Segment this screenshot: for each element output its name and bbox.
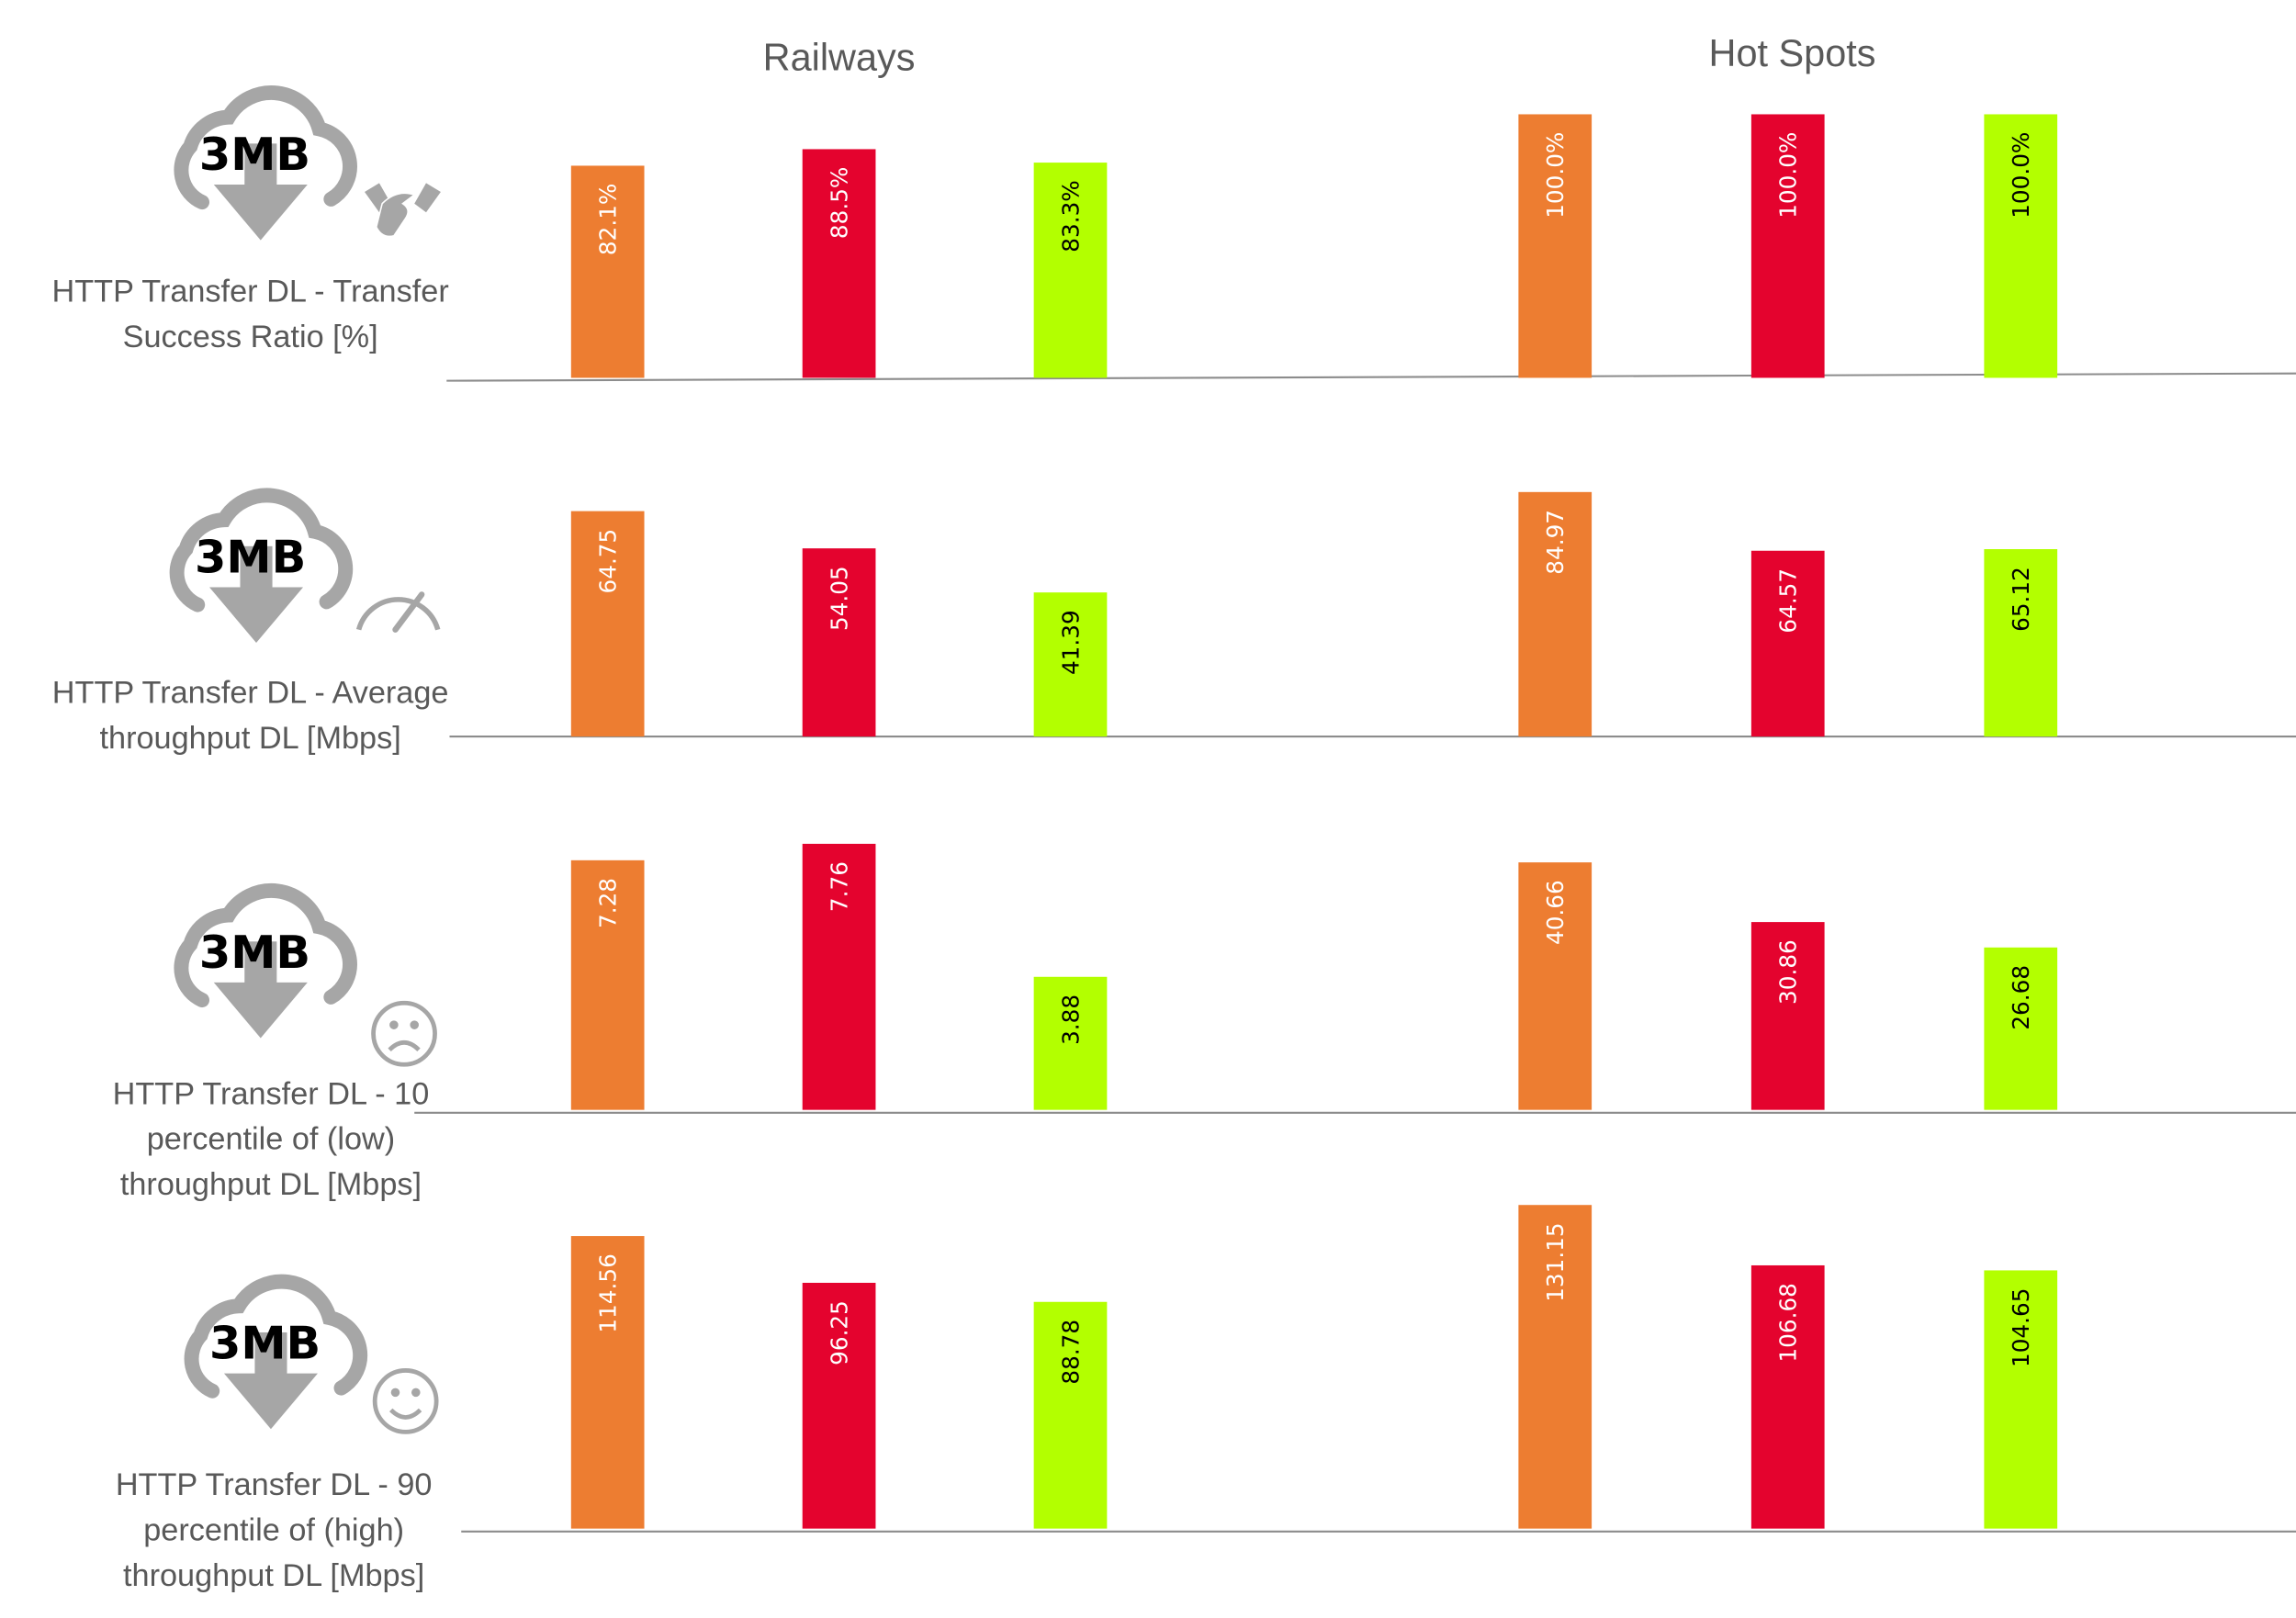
handshake-icon bbox=[365, 183, 441, 238]
bar bbox=[802, 548, 876, 737]
data-label: 88.78 bbox=[1057, 1320, 1084, 1385]
bar bbox=[1518, 114, 1593, 378]
bar bbox=[1750, 922, 1825, 1110]
panel-hot-spots: 131.15 106.68 104.65 bbox=[1518, 1205, 2058, 1529]
bar bbox=[802, 1282, 876, 1529]
bar bbox=[1033, 1301, 1108, 1529]
bar bbox=[1518, 1205, 1593, 1529]
data-label: 41.39 bbox=[1057, 610, 1084, 675]
cloud-download-icon: 3MB bbox=[184, 1274, 368, 1430]
metric-title-line: HTTP Transfer DL - Transfer bbox=[52, 275, 449, 309]
bar bbox=[1033, 163, 1108, 378]
data-label: 88.5% bbox=[826, 167, 852, 239]
file-size-label: 3MB bbox=[209, 1317, 321, 1370]
panel-hot-spots: 84.97 64.57 65.12 bbox=[1518, 491, 2058, 737]
data-label: 54.05 bbox=[826, 566, 852, 631]
smiley-face-icon bbox=[372, 1368, 439, 1434]
metric-title-line: HTTP Transfer DL - 10 bbox=[113, 1076, 430, 1111]
metric-row: 3MB HTTP Transfer DL - 10 percentile of (l… bbox=[113, 843, 2296, 1202]
data-label: 64.75 bbox=[594, 529, 621, 594]
metric-title-line: throughput DL [Mbps] bbox=[100, 721, 401, 756]
bar bbox=[1033, 976, 1108, 1110]
bar bbox=[1750, 1264, 1825, 1529]
data-label: 65.12 bbox=[2008, 567, 2034, 632]
cloud-download-icon: 3MB bbox=[174, 85, 357, 241]
metric-title-line: HTTP Transfer DL - 90 bbox=[116, 1467, 433, 1502]
group-header-railways: Railways bbox=[763, 36, 916, 79]
panel-hot-spots: 100.0% 100.0% 100.0% bbox=[1518, 114, 2058, 378]
file-size-label: 3MB bbox=[195, 531, 306, 584]
bar bbox=[1984, 1270, 2058, 1529]
bar bbox=[1033, 592, 1108, 737]
bar bbox=[1750, 550, 1825, 737]
metric-title-line: Success Ratio [%] bbox=[123, 320, 378, 354]
file-size-label: 3MB bbox=[199, 926, 310, 979]
bar bbox=[1750, 114, 1825, 378]
panel-railways: 114.56 96.25 88.78 bbox=[570, 1236, 1108, 1529]
data-label: 64.57 bbox=[1775, 568, 1802, 634]
data-label: 96.25 bbox=[826, 1300, 852, 1365]
data-label: 104.65 bbox=[2008, 1288, 2034, 1367]
data-label: 26.68 bbox=[2008, 965, 2034, 1030]
data-label: 3.88 bbox=[1057, 994, 1084, 1045]
bar bbox=[1984, 549, 2058, 737]
bar bbox=[570, 165, 645, 378]
bar bbox=[802, 843, 876, 1110]
bar bbox=[570, 1236, 645, 1529]
metric-title-line: percentile of (low) bbox=[147, 1122, 395, 1157]
data-label: 84.97 bbox=[1542, 510, 1569, 575]
data-label: 30.86 bbox=[1775, 939, 1802, 1005]
data-label: 100.0% bbox=[1775, 132, 1802, 219]
data-label: 106.68 bbox=[1775, 1283, 1802, 1362]
cloud-download-icon: 3MB bbox=[174, 882, 357, 1039]
metric-title-line: throughput DL [Mbps] bbox=[120, 1167, 422, 1202]
file-size-label: 3MB bbox=[199, 128, 310, 181]
panel-hot-spots: 40.66 30.86 26.68 bbox=[1518, 862, 2058, 1110]
metric-row: 3MB HTTP Transfer DL - Average throughput … bbox=[52, 488, 2296, 756]
data-label: 7.76 bbox=[826, 861, 852, 912]
data-label: 114.56 bbox=[594, 1253, 621, 1332]
speedometer-icon bbox=[355, 591, 441, 633]
bar bbox=[802, 149, 876, 378]
bar bbox=[1984, 947, 2058, 1110]
metric-title-line: throughput DL [Mbps] bbox=[123, 1558, 424, 1593]
metric-title-line: HTTP Transfer DL - Average bbox=[52, 675, 449, 710]
panel-railways: 7.28 7.76 3.88 bbox=[570, 843, 1108, 1110]
sad-face-icon bbox=[371, 1000, 437, 1067]
bar bbox=[1518, 491, 1593, 737]
data-label: 40.66 bbox=[1542, 880, 1569, 945]
panel-railways: 64.75 54.05 41.39 bbox=[570, 511, 1108, 737]
metric-title-line: percentile of (high) bbox=[143, 1512, 404, 1547]
group-header-hot-spots: Hot Spots bbox=[1709, 31, 1876, 74]
metric-row: 3MB HTTP Transfer DL - Transfer Success Ra… bbox=[52, 85, 2296, 382]
data-label: 7.28 bbox=[594, 878, 621, 928]
bar bbox=[570, 860, 645, 1110]
data-label: 100.0% bbox=[2008, 132, 2034, 219]
data-label: 131.15 bbox=[1542, 1222, 1569, 1301]
data-label: 100.0% bbox=[1542, 132, 1569, 219]
panel-railways: 82.1% 88.5% 83.3% bbox=[570, 149, 1108, 378]
data-label: 82.1% bbox=[594, 184, 621, 255]
cloud-download-icon: 3MB bbox=[169, 488, 354, 644]
bar bbox=[1984, 114, 2058, 378]
bar bbox=[570, 511, 645, 737]
data-label: 83.3% bbox=[1057, 180, 1084, 252]
bar bbox=[1518, 862, 1593, 1110]
metric-row: 3MB HTTP Transfer DL - 90 percentile of (h… bbox=[116, 1205, 2296, 1593]
